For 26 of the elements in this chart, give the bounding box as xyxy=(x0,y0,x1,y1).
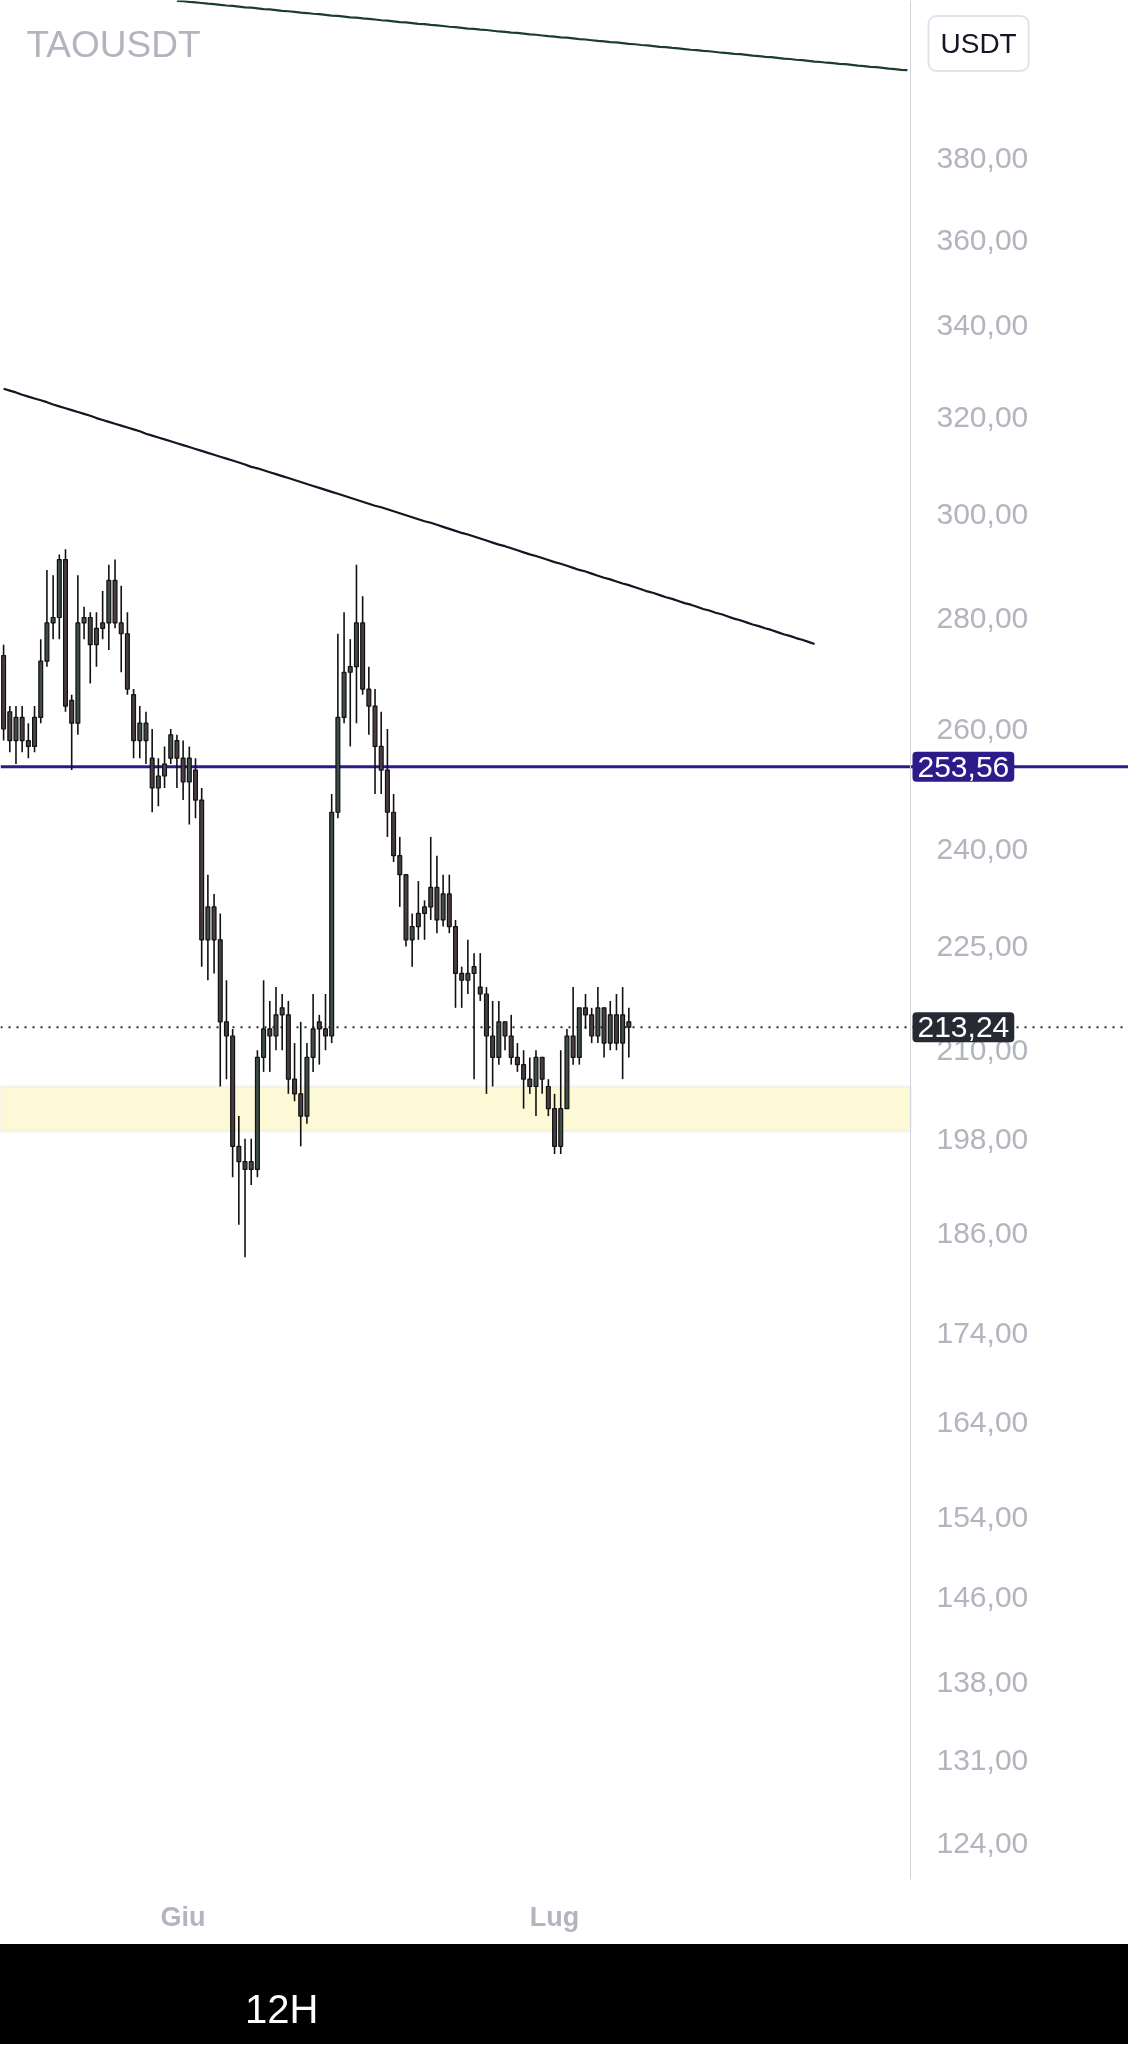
y-tick-label: 198,00 xyxy=(936,1121,1029,1155)
y-axis-title: USDT xyxy=(940,28,1017,59)
y-tick-label: 138,00 xyxy=(936,1664,1029,1698)
y-tick-label: 186,00 xyxy=(936,1215,1029,1249)
y-tick-label: 164,00 xyxy=(936,1405,1029,1439)
y-tick-label: 340,00 xyxy=(936,308,1029,342)
y-tick-label: 320,00 xyxy=(936,399,1029,433)
y-tick-label: 260,00 xyxy=(936,711,1029,745)
y-tick-label: 146,00 xyxy=(936,1580,1029,1613)
y-tick-label: 154,00 xyxy=(936,1499,1029,1533)
ref-line-label: 253,56 xyxy=(917,749,1010,783)
y-tick-label: 360,00 xyxy=(936,222,1029,256)
y-tick-label: 240,00 xyxy=(936,832,1029,866)
y-tick-label: 124,00 xyxy=(936,1825,1029,1859)
text: 12H xyxy=(245,1987,319,2031)
line-series xyxy=(2,387,816,646)
y-tick-label: 300,00 xyxy=(936,496,1029,530)
y-tick-label: 380,00 xyxy=(936,141,1029,175)
x-tick-label: Giu xyxy=(160,1901,206,1932)
y-tick-label: 225,00 xyxy=(936,929,1029,963)
candlestick xyxy=(471,952,477,1080)
y-tick-label: 174,00 xyxy=(936,1316,1029,1350)
x-tick-label: Lug xyxy=(529,1901,580,1932)
text: TAOUSDT xyxy=(26,24,201,65)
y-tick-label: 131,00 xyxy=(936,1743,1029,1777)
y-tick-label: 280,00 xyxy=(936,600,1029,634)
